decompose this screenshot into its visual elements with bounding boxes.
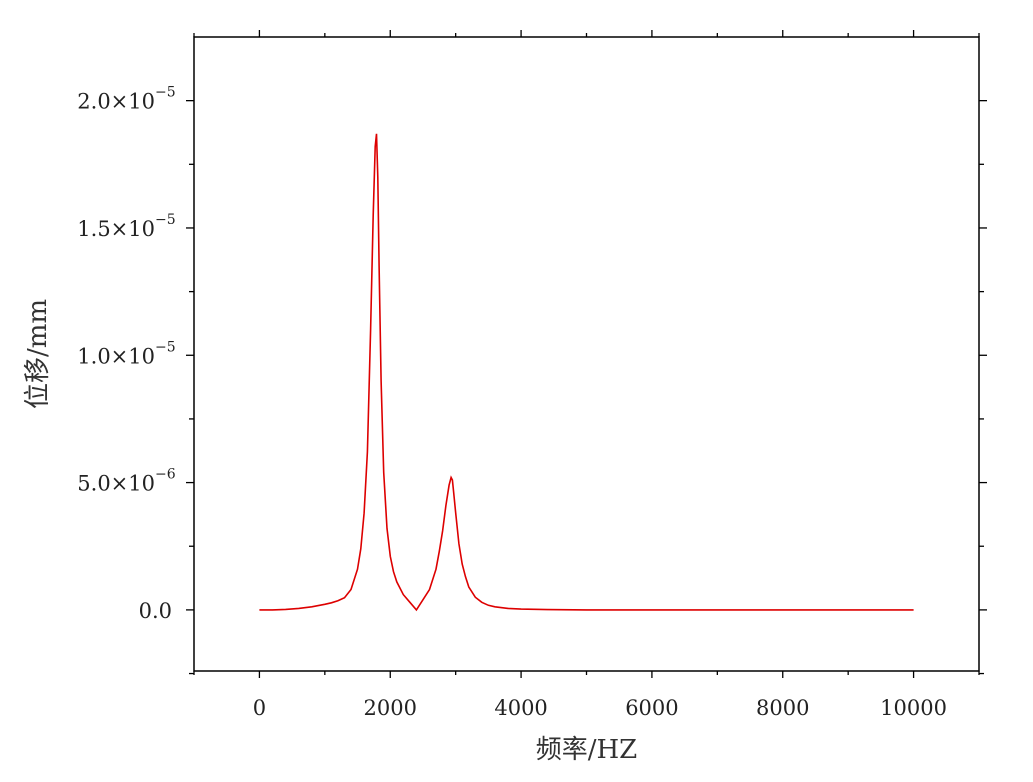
- x-tick-label: 2000: [364, 696, 417, 720]
- x-tick-label: 6000: [625, 696, 678, 720]
- x-tick-label: 0: [253, 696, 266, 720]
- y-tick-label: 0.0: [139, 599, 172, 623]
- x-tick-label: 10000: [880, 696, 947, 720]
- y-axis-title: 位移/mm: [23, 299, 53, 409]
- x-axis-title: 频率/HZ: [536, 735, 638, 765]
- y-tick-exponent: −5: [155, 85, 176, 101]
- y-tick-label: 1.0×10: [77, 344, 155, 368]
- y-tick-label: 5.0×10: [77, 472, 155, 496]
- x-axis-ticks: 0 2000 4000 6000 8000 10000: [193, 30, 980, 720]
- plot-border: [193, 36, 980, 672]
- y-tick-exponent: −5: [155, 212, 176, 228]
- y-tick-label: 1.5×10: [77, 217, 155, 241]
- x-tick-label: 8000: [756, 696, 809, 720]
- y-tick-exponent: −5: [155, 339, 176, 355]
- y-tick-label: 2.0×10: [77, 90, 155, 114]
- y-tick-exponent: −6: [155, 467, 176, 483]
- series-line: [259, 133, 914, 612]
- y-axis-ticks: 0.05.0×10 −61.0×10 −51.5×10 −52.0×10 −5: [77, 85, 987, 675]
- x-tick-label: 4000: [494, 696, 547, 720]
- plot-frame: [193, 36, 980, 672]
